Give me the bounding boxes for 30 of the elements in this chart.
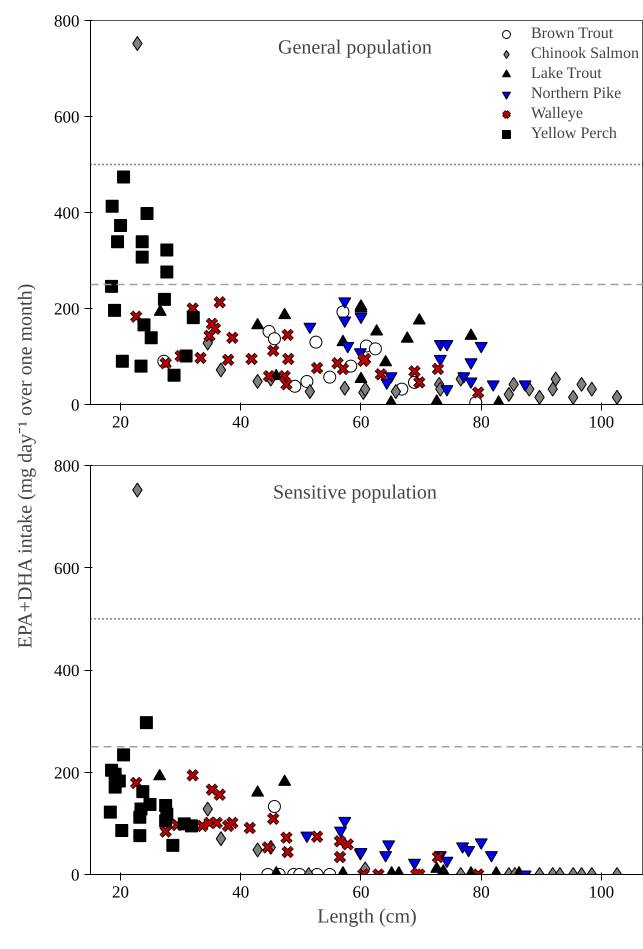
y-tick-label: 400 <box>54 661 80 680</box>
y-axis-title: EPA+DHA intake (mg day⁻¹ over one month) <box>14 284 36 648</box>
text: General population <box>278 36 432 58</box>
y-tick-label: 0 <box>71 866 80 884</box>
x-axis-title: Length (cm) <box>317 906 417 928</box>
y-tick-label: 200 <box>54 763 80 782</box>
x-tick-label: 100 <box>588 882 614 902</box>
x-tick-label: 60 <box>352 882 370 902</box>
x-tick-label: 20 <box>112 882 130 902</box>
y-tick-label: 600 <box>54 558 80 578</box>
legend-label: Chinook Salmon <box>530 45 639 63</box>
legend-label: Northern Pike <box>530 85 622 103</box>
x-tick-label: 40 <box>232 412 250 432</box>
x-tick-label: 40 <box>232 882 250 902</box>
legend-label: Walleye <box>530 105 583 123</box>
y-tick-label: 400 <box>54 204 80 222</box>
text: Sensitive population <box>273 482 437 504</box>
legend-label: Brown Trout <box>530 25 614 43</box>
x-tick-label: 60 <box>352 412 370 432</box>
legend-label: Lake Trout <box>530 65 602 83</box>
y-tick-label: 0 <box>71 396 80 414</box>
x-tick-label: 80 <box>472 412 490 432</box>
x-tick-label: 80 <box>472 882 490 902</box>
y-tick-label: 600 <box>54 108 80 126</box>
x-tick-label: 20 <box>112 412 130 432</box>
y-tick-label: 200 <box>54 300 80 318</box>
x-tick-label: 100 <box>588 412 614 432</box>
y-tick-label: 800 <box>54 456 80 476</box>
y-tick-label: 800 <box>54 12 80 30</box>
legend-label: Yellow Perch <box>530 125 617 143</box>
